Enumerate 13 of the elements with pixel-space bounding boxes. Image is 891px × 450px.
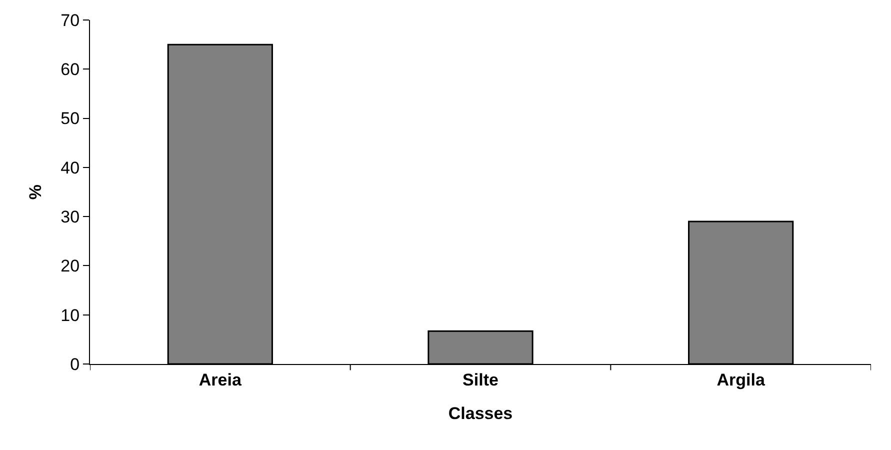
y-tick-label: 30 bbox=[60, 208, 80, 227]
y-axis-title: % bbox=[26, 184, 46, 200]
x-axis-title: Classes bbox=[448, 404, 513, 423]
x-tick-label: Argila bbox=[716, 370, 766, 390]
x-tick-label: Silte bbox=[462, 370, 498, 390]
x-tick-label: Areia bbox=[198, 370, 242, 390]
y-tick-label: 50 bbox=[60, 109, 80, 128]
y-tick-label: 40 bbox=[60, 158, 80, 178]
y-tick-label: 20 bbox=[60, 256, 80, 276]
y-tick-label: 10 bbox=[60, 306, 80, 325]
y-tick-label: 60 bbox=[60, 60, 80, 80]
y-tick-label: 0 bbox=[70, 354, 80, 374]
y-tick-label: 70 bbox=[60, 10, 80, 30]
